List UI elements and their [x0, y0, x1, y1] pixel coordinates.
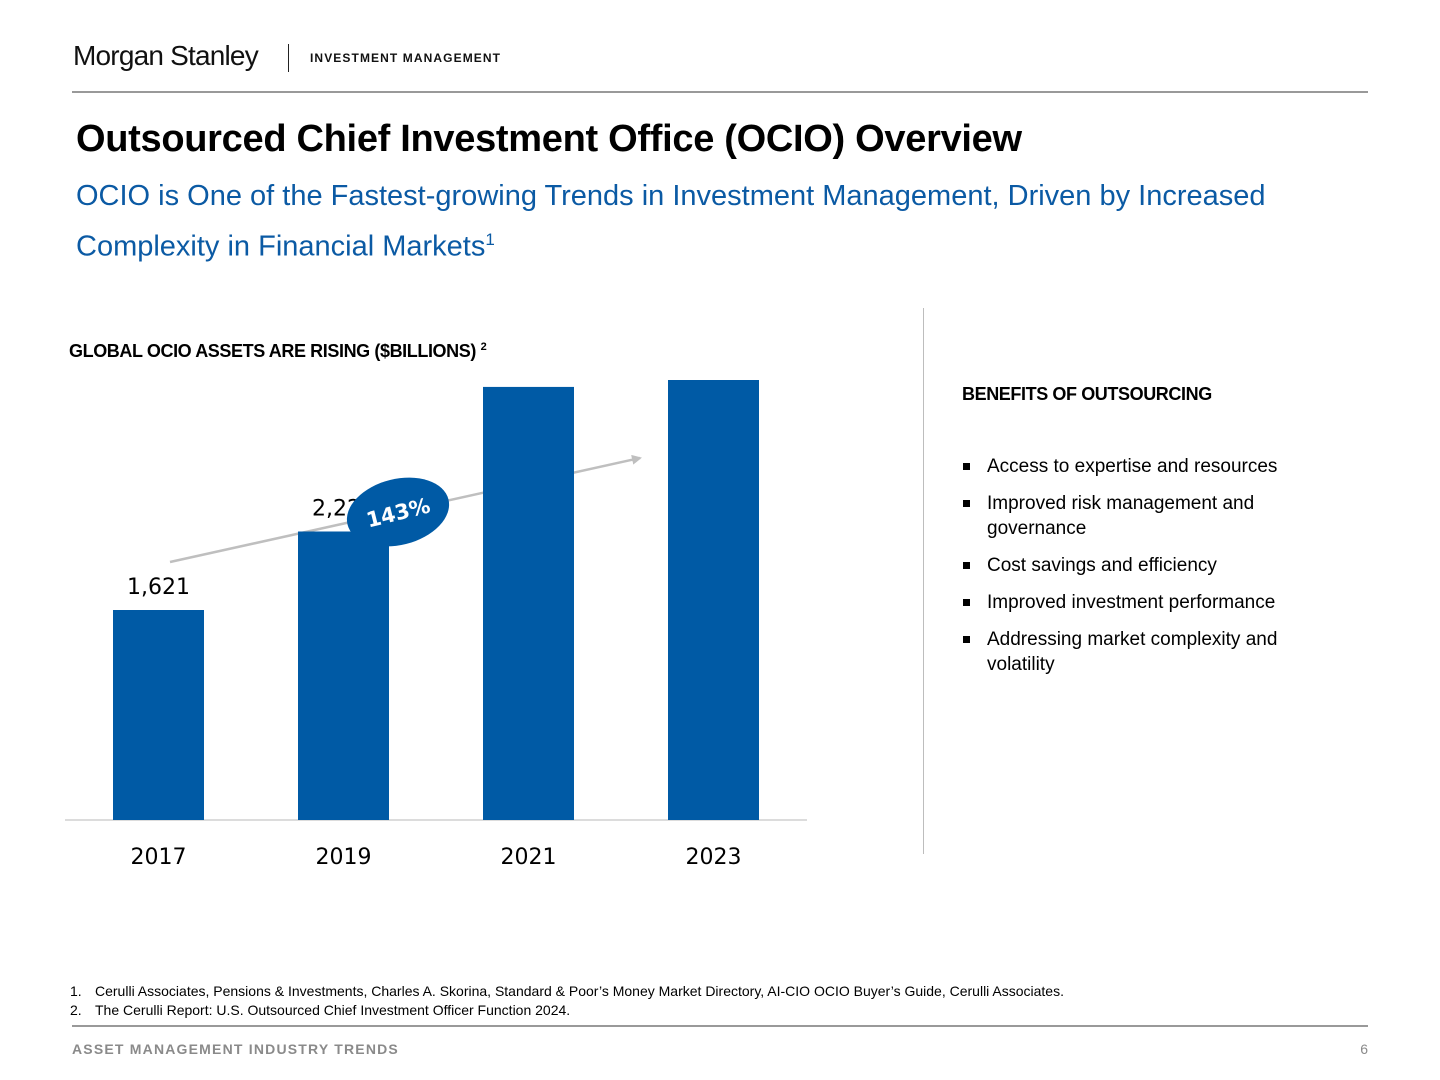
data-label-2017: 1,621: [127, 575, 190, 600]
benefit-item: Improved investment performance: [962, 590, 1332, 615]
bar-2019: [298, 531, 389, 820]
logo-divider: [288, 44, 289, 72]
chart-title-text: GLOBAL OCIO ASSETS ARE RISING ($BILLIONS…: [69, 341, 476, 361]
footer-rule: [72, 1025, 1368, 1027]
benefit-text: Addressing market complexity and volatil…: [987, 629, 1278, 675]
benefit-text: Improved risk management and governance: [987, 493, 1255, 539]
square-bullet-icon: [963, 599, 970, 606]
footnote: 1. Cerulli Associates, Pensions & Investm…: [70, 982, 1370, 1001]
benefit-text: Cost savings and efficiency: [987, 555, 1217, 576]
footnotes: 1. Cerulli Associates, Pensions & Investm…: [70, 982, 1370, 1020]
square-bullet-icon: [963, 562, 970, 569]
footnote-number: 2.: [70, 1002, 82, 1018]
growth-badge: 143%: [346, 477, 450, 547]
x-tick-label-2017: 2017: [131, 845, 187, 870]
benefit-text: Access to expertise and resources: [987, 456, 1278, 477]
square-bullet-icon: [963, 463, 970, 470]
benefits-list: Access to expertise and resources Improve…: [962, 454, 1332, 689]
section-divider: [923, 308, 924, 854]
page-title: Outsourced Chief Investment Office (OCIO…: [76, 118, 1022, 160]
benefit-text: Improved investment performance: [987, 592, 1276, 613]
benefit-item: Access to expertise and resources: [962, 454, 1332, 479]
header-rule: [72, 91, 1368, 93]
subtitle-footnote-ref: 1: [485, 230, 495, 249]
bar-2017: [113, 610, 204, 820]
square-bullet-icon: [963, 636, 970, 643]
subtitle-text: OCIO is One of the Fastest-growing Trend…: [76, 180, 1266, 263]
footnote-number: 1.: [70, 983, 82, 999]
morgan-stanley-logo: Morgan Stanley: [73, 40, 259, 71]
bar-2021: [483, 386, 574, 820]
benefit-item: Improved risk management and governance: [962, 491, 1332, 541]
chart-title: GLOBAL OCIO ASSETS ARE RISING ($BILLIONS…: [69, 341, 487, 362]
growth-badge-oval: [346, 477, 450, 547]
footnote: 2. The Cerulli Report: U.S. Outsourced Ch…: [70, 1001, 1370, 1020]
footnote-text: The Cerulli Report: U.S. Outsourced Chie…: [95, 1002, 571, 1018]
benefits-title: BENEFITS OF OUTSOURCING: [962, 384, 1212, 404]
benefit-item: Cost savings and efficiency: [962, 553, 1332, 578]
x-tick-label-2023: 2023: [686, 845, 742, 870]
page-subtitle: OCIO is One of the Fastest-growing Trend…: [76, 174, 1316, 269]
bar-2023: [668, 380, 759, 820]
x-tick-label-2021: 2021: [501, 845, 557, 870]
benefit-item: Addressing market complexity and volatil…: [962, 627, 1332, 677]
square-bullet-icon: [963, 500, 970, 507]
division-label: INVESTMENT MANAGEMENT: [310, 51, 502, 65]
footer-section-label: ASSET MANAGEMENT INDUSTRY TRENDS: [72, 1041, 399, 1057]
x-tick-label-2019: 2019: [316, 845, 372, 870]
page-number: 6: [1360, 1041, 1368, 1057]
footnote-text: Cerulli Associates, Pensions & Investmen…: [95, 983, 1064, 999]
chart-title-footnote-ref: 2: [480, 341, 487, 353]
